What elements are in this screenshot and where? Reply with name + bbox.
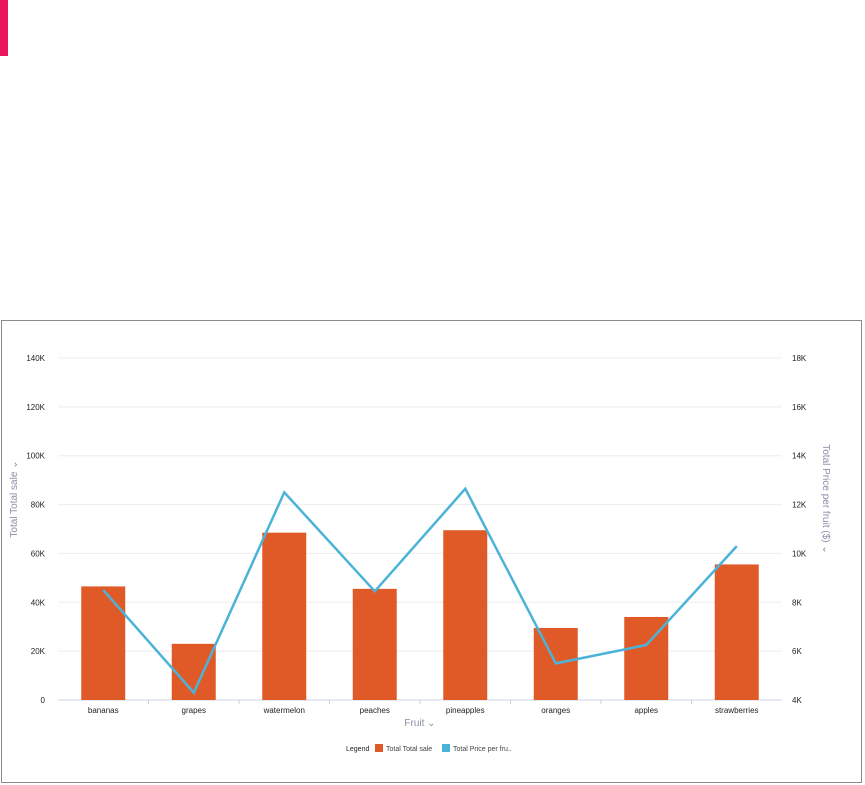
y2-tick-label: 4K <box>792 696 802 705</box>
x-tick-label: bananas <box>88 706 119 715</box>
bar[interactable] <box>443 530 488 700</box>
legend-title: Legend <box>346 746 369 753</box>
x-tick-label: pineapples <box>446 706 485 715</box>
bar[interactable] <box>714 564 759 700</box>
y2-tick-label: 12K <box>792 501 807 510</box>
bar[interactable] <box>81 586 126 700</box>
chart-container: 0 20K 40K 60K 80K 100K 120K 140K 4K 6K 8K 10K 12K 14K… <box>1 320 862 783</box>
x-axis-title[interactable]: Fruit ⌄ <box>404 718 435 729</box>
y-tick-label: 20K <box>31 647 46 656</box>
y2-axis-title[interactable]: Total Price per fruit ($) ⌄ <box>820 444 831 554</box>
y-tick-label: 140K <box>26 354 45 363</box>
x-tick-label: watermelon <box>263 706 305 715</box>
y-tick-label: 100K <box>26 452 45 461</box>
y2-tick-label: 8K <box>792 598 802 607</box>
x-tick-label: peaches <box>360 706 390 715</box>
y-tick-label: 60K <box>31 549 46 558</box>
price-line-series[interactable] <box>102 486 738 695</box>
y-tick-label: 0 <box>41 696 46 705</box>
y-tick-label: 120K <box>26 403 45 412</box>
y2-tick-label: 14K <box>792 452 807 461</box>
x-tick-label: oranges <box>541 706 570 715</box>
legend-label-sale[interactable]: Total Total sale <box>386 746 432 753</box>
y-axis-title[interactable]: Total Total sale ⌄ <box>9 460 20 537</box>
bar[interactable] <box>352 588 397 700</box>
x-tick-label: strawberries <box>715 706 759 715</box>
y2-tick-label: 6K <box>792 647 802 656</box>
combo-chart: 0 20K 40K 60K 80K 100K 120K 140K 4K 6K 8K 10K 12K 14K… <box>9 354 831 753</box>
x-tick-label: grapes <box>182 706 206 715</box>
y-tick-label: 40K <box>31 598 46 607</box>
y2-tick-label: 10K <box>792 549 807 558</box>
bar[interactable] <box>262 532 307 700</box>
accent-bar <box>0 0 8 56</box>
y2-tick-label: 18K <box>792 354 807 363</box>
legend-swatch-sale[interactable] <box>375 744 383 752</box>
legend-label-price[interactable]: Total Price per fru.. <box>453 746 512 753</box>
y-tick-label: 80K <box>31 501 46 510</box>
legend-swatch-price[interactable] <box>442 744 450 752</box>
y2-tick-label: 16K <box>792 403 807 412</box>
x-tick-label: apples <box>634 706 658 715</box>
